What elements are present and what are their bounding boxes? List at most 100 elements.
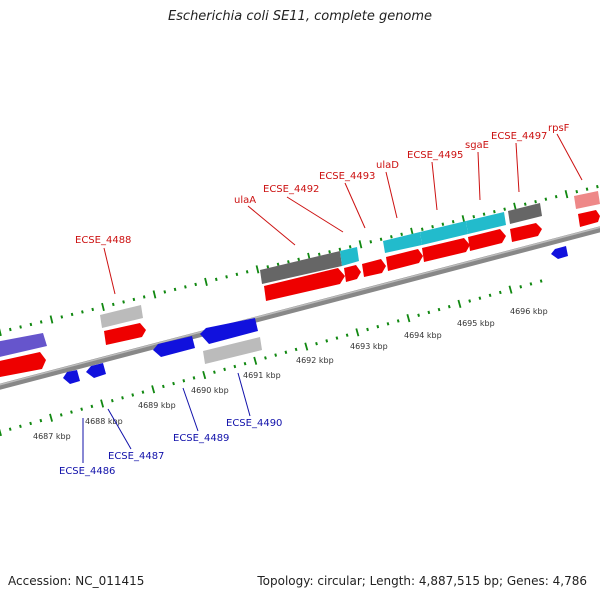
gene-label[interactable]: ulaA [234,195,256,206]
gene-label[interactable]: ECSE_4497 [491,131,547,142]
minor-tick [335,336,339,340]
kbp-labels: 4687 kbp 4688 kbp 4689 kbp 4690 kbp 4691… [33,307,548,441]
gene-feature-cyan[interactable] [340,247,359,266]
cds-arrow[interactable] [0,352,46,378]
minor-tick [585,187,589,191]
minor-tick [81,310,84,314]
major-tick [101,302,105,312]
genome-summary-text: Topology: circular; Length: 4,887,515 bp… [257,574,587,588]
minor-tick [161,384,165,389]
gene-feature-purple[interactable] [0,333,47,358]
minor-tick [19,424,22,429]
minor-tick [110,398,114,403]
minor-tick [59,413,63,417]
minor-tick [420,227,424,231]
cds-arrow-reverse[interactable] [200,318,258,344]
kbp-label: 4690 kbp [191,386,229,395]
cds-arrow[interactable] [510,223,542,242]
gene-feature-cyan[interactable] [383,232,422,253]
gene-label[interactable]: ECSE_4493 [319,171,375,182]
major-tick [255,265,260,274]
cds-arrow[interactable] [264,268,345,301]
gene-feature-gray[interactable] [508,203,542,224]
minor-tick [111,302,115,307]
minor-tick [122,300,125,304]
cds-arrow[interactable] [344,265,361,282]
major-tick [49,413,53,422]
cds-arrow-reverse[interactable] [86,363,106,378]
cds-arrow[interactable] [104,323,146,345]
minor-tick [142,295,146,299]
minor-tick [276,262,280,267]
minor-tick [493,210,496,214]
minor-tick [274,353,278,357]
cds-arrow[interactable] [422,238,470,262]
major-tick [304,342,309,351]
gene-feature-cyan[interactable] [466,212,506,234]
minor-tick [235,272,239,277]
minor-tick [29,421,32,426]
minor-tick [468,299,472,303]
gene-feature-pink[interactable] [574,191,600,209]
minor-tick [284,350,288,354]
minor-tick [317,252,321,257]
gene-feature-light[interactable] [203,337,262,364]
gene-label[interactable]: ECSE_4486 [59,466,115,477]
major-tick [457,299,462,308]
kbp-label: 4695 kbp [457,319,495,328]
major-tick [100,399,105,408]
minor-tick [390,235,393,239]
minor-tick [338,247,342,251]
gene-label[interactable]: sgaE [465,140,489,151]
gene-label[interactable]: ECSE_4495 [407,150,463,161]
cds-arrow[interactable] [362,259,386,277]
forward-gene-features [0,191,600,358]
minor-tick [596,184,599,189]
minor-tick [8,427,12,431]
major-tick [204,277,208,286]
minor-tick [163,290,167,294]
gene-label[interactable]: ECSE_4492 [263,184,319,195]
minor-tick [8,327,12,332]
forward-leader-lines [103,133,583,295]
minor-tick [60,315,64,319]
cds-arrow[interactable] [468,229,506,251]
gene-label[interactable]: ulaD [376,160,399,171]
cds-arrow-reverse[interactable] [551,246,568,259]
major-tick [564,190,569,199]
major-tick [0,328,2,337]
minor-tick [328,250,331,254]
gene-label[interactable]: rpsF [548,123,570,134]
minor-tick [132,297,136,302]
minor-tick [472,215,476,219]
minor-tick [213,370,216,374]
minor-tick [478,296,482,300]
gene-feature-gray[interactable] [260,251,342,284]
minor-tick [519,285,523,289]
major-tick [406,313,411,323]
minor-tick [19,325,22,329]
tick-track-upper [0,184,599,337]
gene-label[interactable]: ECSE_4489 [173,433,229,444]
minor-tick [131,393,135,397]
gene-feature-light[interactable] [100,305,143,328]
minor-tick [447,304,451,309]
minor-tick [503,207,506,211]
cds-arrow-reverse[interactable] [63,370,80,384]
cds-arrow[interactable] [386,249,423,271]
cds-arrow-reverse[interactable] [153,336,195,357]
major-tick [508,285,513,294]
gene-feature-cyan[interactable] [420,221,468,245]
minor-tick [194,282,198,287]
forward-cds-arrows [0,210,600,378]
gene-label[interactable]: ECSE_4487 [108,451,164,462]
minor-tick [184,285,187,289]
gene-label[interactable]: ECSE_4488 [75,235,131,246]
minor-tick [223,367,226,372]
kbp-label: 4687 kbp [33,432,71,441]
cds-arrow[interactable] [578,210,600,227]
minor-tick [482,212,486,216]
minor-tick [297,257,301,262]
gene-label[interactable]: ECSE_4490 [226,418,282,429]
